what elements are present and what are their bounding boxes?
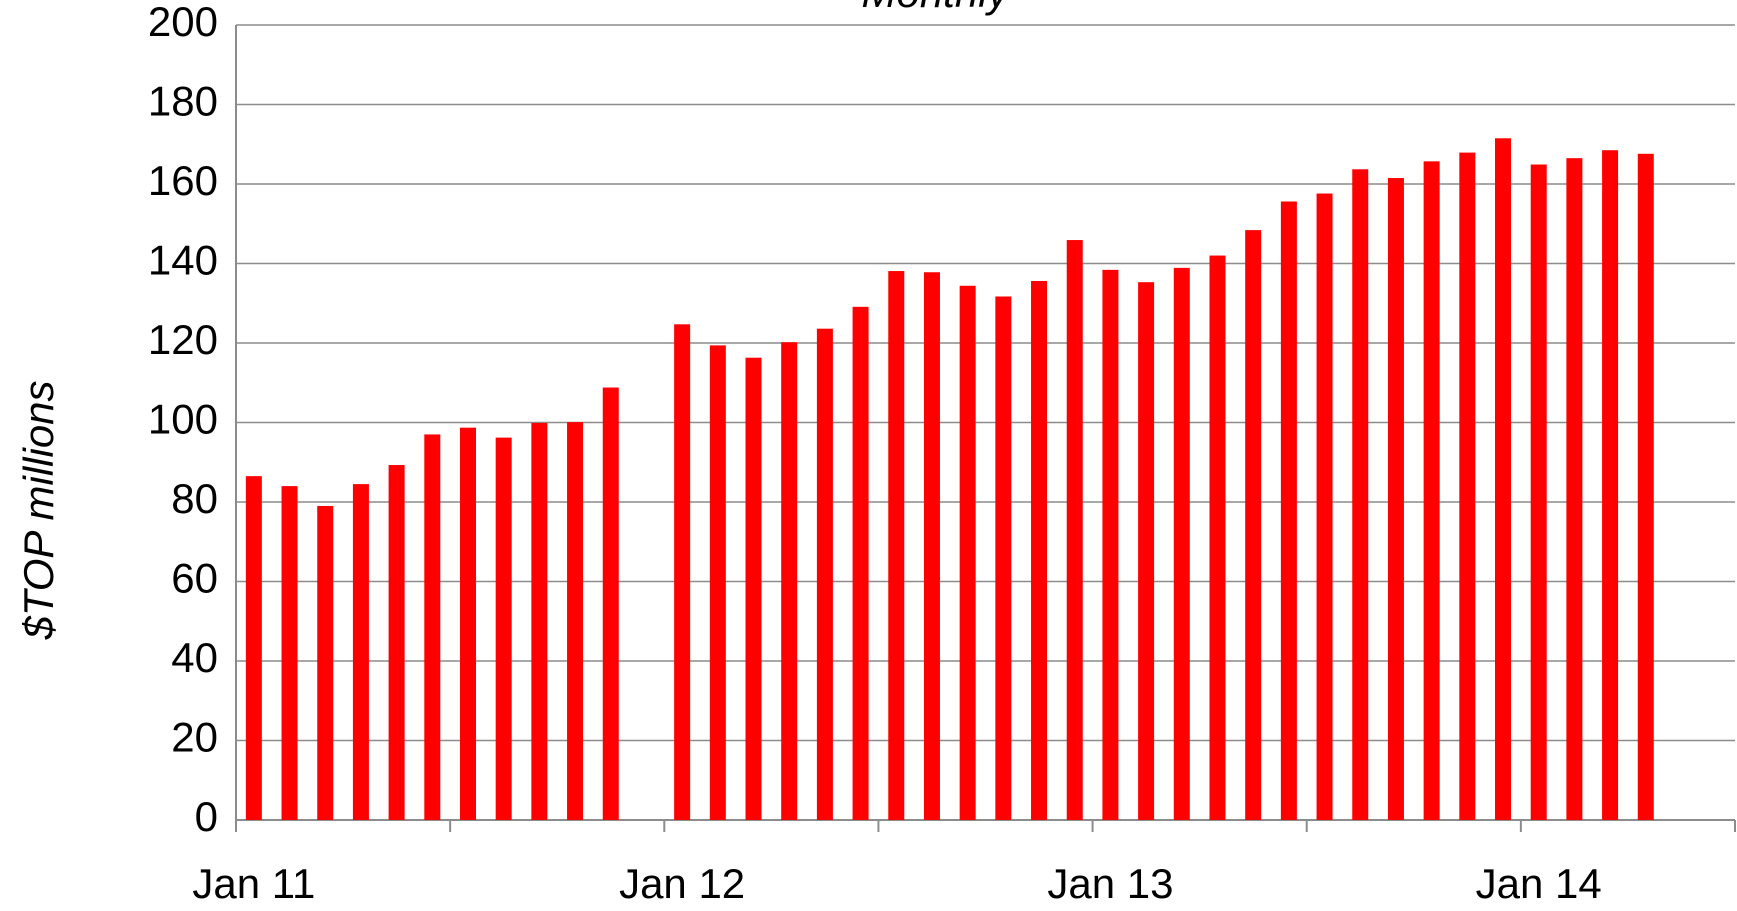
bar bbox=[1138, 282, 1155, 820]
bar bbox=[781, 342, 798, 820]
bar bbox=[602, 387, 619, 820]
y-axis-label: $TOP millions bbox=[15, 380, 62, 640]
bar bbox=[745, 357, 762, 820]
bar bbox=[1602, 150, 1619, 820]
bar bbox=[709, 345, 726, 820]
bar bbox=[1102, 269, 1119, 820]
bar bbox=[388, 465, 405, 820]
bar bbox=[1173, 267, 1190, 820]
y-tick-label: 0 bbox=[195, 793, 218, 840]
y-tick-label: 20 bbox=[171, 714, 218, 761]
x-tick-label: Jan 14 bbox=[1476, 860, 1602, 907]
y-tick-label: 60 bbox=[171, 555, 218, 602]
bar bbox=[245, 476, 262, 820]
bar bbox=[852, 306, 869, 820]
bar bbox=[1245, 230, 1262, 821]
bar bbox=[1387, 178, 1404, 821]
bar bbox=[1316, 193, 1333, 821]
bar bbox=[888, 271, 905, 820]
x-tick-label: Jan 13 bbox=[1047, 860, 1173, 907]
bar bbox=[317, 505, 334, 820]
bar bbox=[1031, 280, 1048, 820]
chart-title: Monthly bbox=[861, 0, 1011, 16]
bar bbox=[674, 324, 691, 820]
y-tick-label: 140 bbox=[148, 237, 218, 284]
bar bbox=[495, 437, 512, 820]
y-tick-label: 200 bbox=[148, 0, 218, 45]
bar bbox=[995, 296, 1012, 820]
bar bbox=[923, 272, 940, 820]
y-tick-label: 160 bbox=[148, 157, 218, 204]
bar bbox=[1566, 158, 1583, 821]
bar bbox=[459, 427, 476, 820]
y-tick-label: 120 bbox=[148, 316, 218, 363]
x-tick-label: Jan 12 bbox=[619, 860, 745, 907]
y-tick-label: 180 bbox=[148, 78, 218, 125]
bar bbox=[1459, 152, 1476, 820]
bar bbox=[424, 434, 441, 820]
bar bbox=[1280, 201, 1297, 821]
bar bbox=[816, 328, 833, 820]
y-tick-label: 40 bbox=[171, 634, 218, 681]
bar bbox=[959, 285, 976, 820]
bar bbox=[1352, 169, 1369, 821]
bar bbox=[1066, 240, 1083, 821]
bar bbox=[1637, 153, 1654, 821]
bar bbox=[1209, 255, 1226, 821]
bar bbox=[1530, 164, 1547, 820]
y-tick-label: 100 bbox=[148, 396, 218, 443]
bar bbox=[281, 486, 298, 820]
bar bbox=[531, 422, 548, 820]
x-tick-label: Jan 11 bbox=[192, 860, 315, 907]
bar bbox=[1423, 161, 1440, 820]
bar bbox=[1495, 138, 1512, 821]
bar bbox=[352, 484, 369, 820]
y-tick-label: 80 bbox=[171, 475, 218, 522]
bar bbox=[567, 422, 584, 820]
